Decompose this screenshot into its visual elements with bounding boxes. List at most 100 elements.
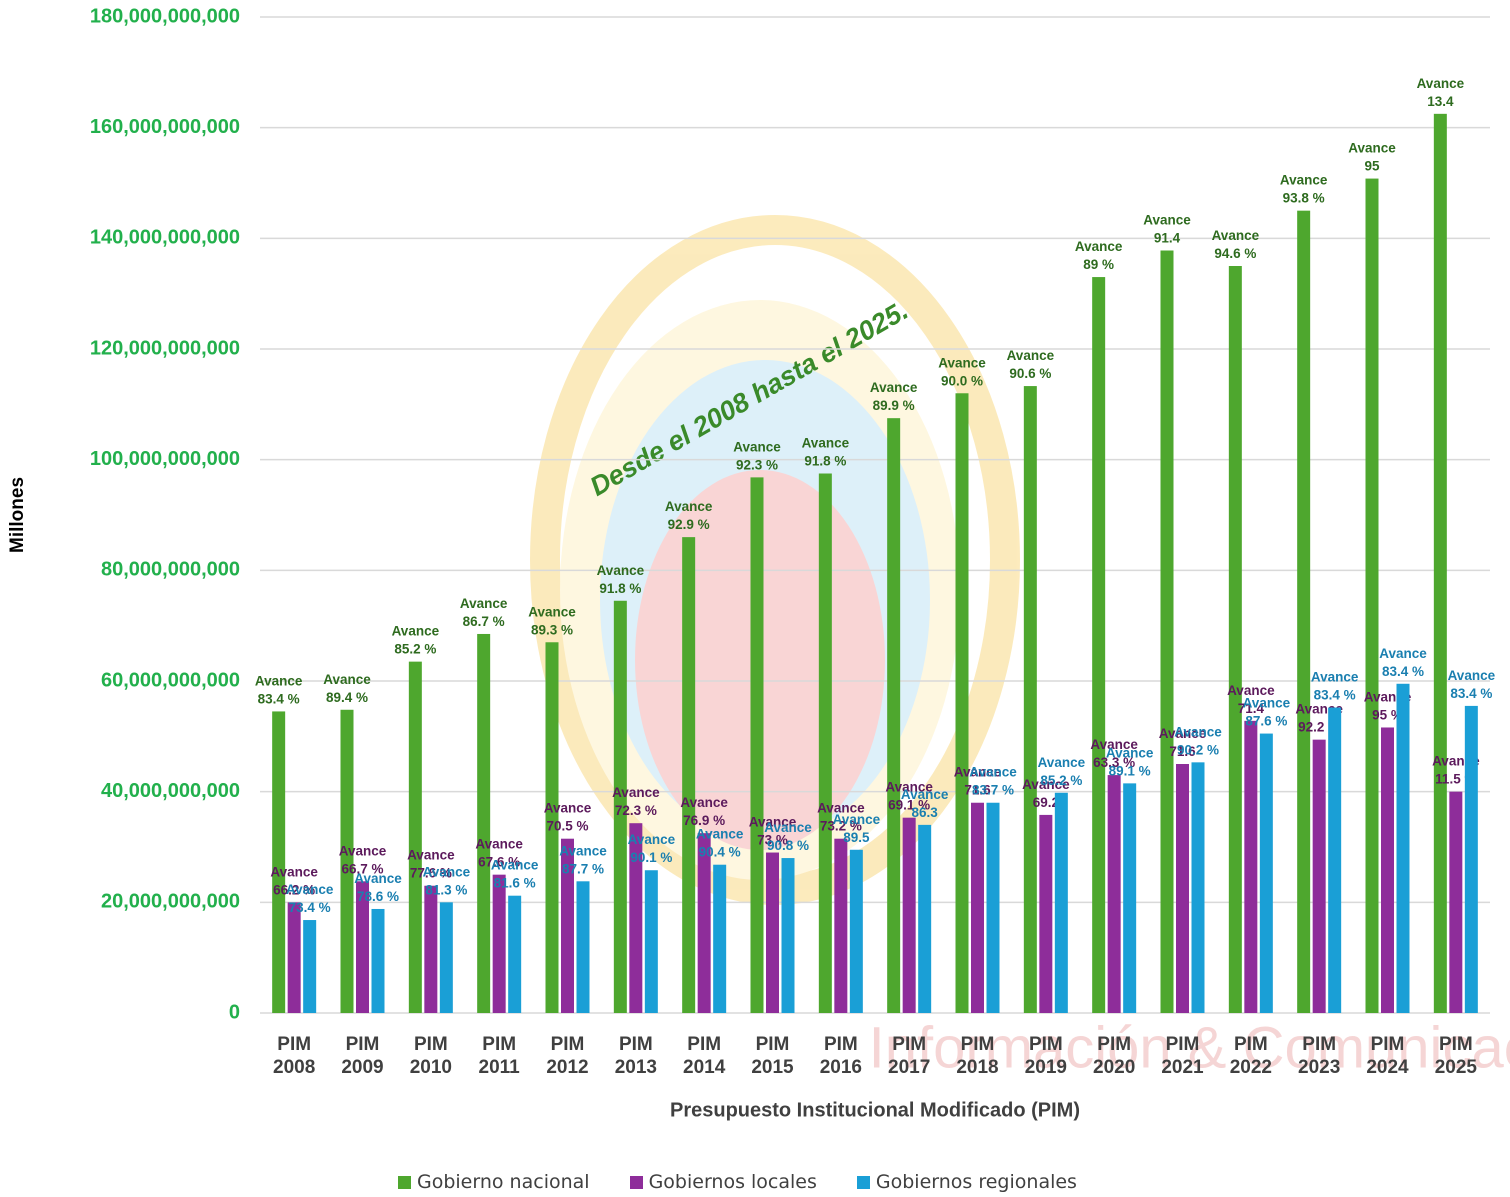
x-tick-label: PIM 2023 bbox=[1287, 1033, 1351, 1079]
data-label: Avance89.4 % bbox=[323, 671, 371, 704]
data-label-prefix: Avance bbox=[1311, 669, 1359, 684]
data-label-prefix: Avance bbox=[802, 435, 850, 450]
bar bbox=[971, 803, 984, 1013]
data-label-prefix: Avance bbox=[528, 604, 576, 619]
bar bbox=[850, 850, 863, 1013]
data-label-value: 85.2 % bbox=[1040, 772, 1082, 787]
x-tick-label: PIM 2020 bbox=[1082, 1033, 1146, 1079]
legend-swatch bbox=[630, 1176, 643, 1189]
legend-swatch bbox=[398, 1176, 411, 1189]
data-label-value: 89.9 % bbox=[873, 398, 915, 413]
legend-item: Gobiernos regionales bbox=[857, 1171, 1077, 1193]
x-tick-label: PIM 2015 bbox=[741, 1033, 805, 1079]
y-tick-label: 60,000,000,000 bbox=[101, 669, 240, 691]
data-label: Avance83.4 % bbox=[1379, 645, 1427, 678]
data-label: Avance91.4 bbox=[1143, 212, 1191, 245]
data-label-value: 78.6 % bbox=[357, 889, 399, 904]
data-label: Avance81.6 % bbox=[491, 857, 539, 890]
data-label-prefix: Avance bbox=[597, 562, 645, 577]
data-label-value: 81.3 % bbox=[425, 882, 467, 897]
y-tick-label: 140,000,000,000 bbox=[90, 227, 240, 249]
data-label: Avance89 % bbox=[1075, 239, 1123, 272]
data-label-prefix: Avance bbox=[938, 355, 986, 370]
data-label-value: 92.3 % bbox=[736, 457, 778, 472]
x-tick-label: PIM 2017 bbox=[877, 1033, 941, 1079]
data-label-value: 83.4 % bbox=[1450, 685, 1492, 700]
data-label-prefix: Avance bbox=[1280, 172, 1328, 187]
data-label-prefix: Avance bbox=[733, 439, 781, 454]
data-label-value: 73.4 % bbox=[289, 900, 331, 915]
bar bbox=[918, 825, 931, 1013]
bar bbox=[440, 902, 453, 1013]
bar bbox=[1244, 721, 1257, 1013]
legend-item: Gobierno nacional bbox=[398, 1171, 590, 1193]
data-label-prefix: Avance bbox=[1379, 645, 1427, 660]
data-label-prefix: Avance bbox=[1106, 745, 1154, 760]
x-tick-label: PIM 2013 bbox=[604, 1033, 668, 1079]
data-label-value: 91.8 % bbox=[804, 453, 846, 468]
data-label-prefix: Avance bbox=[901, 786, 949, 801]
data-label-prefix: Avance bbox=[696, 826, 744, 841]
data-label-prefix: Avance bbox=[833, 811, 881, 826]
data-label-prefix: Avance bbox=[665, 499, 713, 514]
data-label-value: 90.2 % bbox=[1177, 742, 1219, 757]
legend-label: Gobiernos regionales bbox=[876, 1171, 1077, 1193]
data-label-value: 92.9 % bbox=[668, 517, 710, 532]
bar bbox=[409, 662, 422, 1013]
data-label-value: 87.6 % bbox=[1245, 713, 1287, 728]
x-tick-label: PIM 2008 bbox=[262, 1033, 326, 1079]
x-tick-label: PIM 2014 bbox=[672, 1033, 736, 1079]
data-label-prefix: Avance bbox=[764, 820, 812, 835]
data-label-value: 89.5 bbox=[843, 829, 870, 844]
data-label-prefix: Avance bbox=[255, 673, 303, 688]
data-label-value: 83.7 % bbox=[972, 782, 1014, 797]
bar bbox=[956, 393, 969, 1013]
bar bbox=[1328, 708, 1341, 1013]
data-label: Avance90.6 % bbox=[1007, 348, 1055, 381]
bar bbox=[682, 537, 695, 1013]
data-label-prefix: Avance bbox=[544, 800, 592, 815]
x-tick-label: PIM 2019 bbox=[1014, 1033, 1078, 1079]
x-tick-label: PIM 2010 bbox=[399, 1033, 463, 1079]
data-label-prefix: Avance bbox=[323, 671, 371, 686]
data-label-value: 87.7 % bbox=[562, 861, 604, 876]
data-label: Avance81.3 % bbox=[423, 864, 471, 897]
y-tick-label: 0 bbox=[229, 1001, 240, 1023]
bar bbox=[1055, 793, 1068, 1013]
bar bbox=[272, 711, 285, 1013]
bar bbox=[1449, 792, 1462, 1013]
bar bbox=[1229, 266, 1242, 1013]
data-label-value: 83.4 % bbox=[258, 691, 300, 706]
bar bbox=[303, 920, 316, 1013]
data-label-value: 89 % bbox=[1083, 257, 1114, 272]
data-label-prefix: Avance bbox=[1448, 667, 1496, 682]
legend-swatch bbox=[857, 1176, 870, 1189]
data-label-value: 86.3 bbox=[912, 804, 939, 819]
data-label-prefix: Avance bbox=[1007, 348, 1055, 363]
bar bbox=[1465, 706, 1478, 1013]
bar bbox=[1260, 734, 1273, 1013]
data-label: Avance13.4 bbox=[1417, 75, 1465, 108]
bar bbox=[1297, 211, 1310, 1013]
data-label-value: 90.4 % bbox=[699, 844, 741, 859]
bar bbox=[1176, 764, 1189, 1013]
data-label: Avance93.8 % bbox=[1280, 172, 1328, 205]
data-label: Avance95 bbox=[1348, 140, 1396, 173]
bar bbox=[372, 909, 385, 1013]
bar bbox=[1024, 386, 1037, 1013]
bar bbox=[819, 474, 832, 1014]
x-axis-label: Presupuesto Institucional Modificado (PI… bbox=[670, 1099, 1080, 1121]
data-label-prefix: Avance bbox=[559, 843, 607, 858]
bar bbox=[645, 870, 658, 1013]
data-label-prefix: Avance bbox=[1417, 75, 1465, 90]
bar bbox=[713, 865, 726, 1013]
data-label: Avance73.4 % bbox=[286, 882, 334, 915]
data-label-value: 81.6 % bbox=[494, 875, 536, 890]
data-label-value: 91.8 % bbox=[599, 580, 641, 595]
y-tick-label: 100,000,000,000 bbox=[90, 448, 240, 470]
y-tick-label: 180,000,000,000 bbox=[90, 5, 240, 27]
data-label: Avance86.7 % bbox=[460, 596, 508, 629]
data-label-prefix: Avance bbox=[969, 764, 1017, 779]
